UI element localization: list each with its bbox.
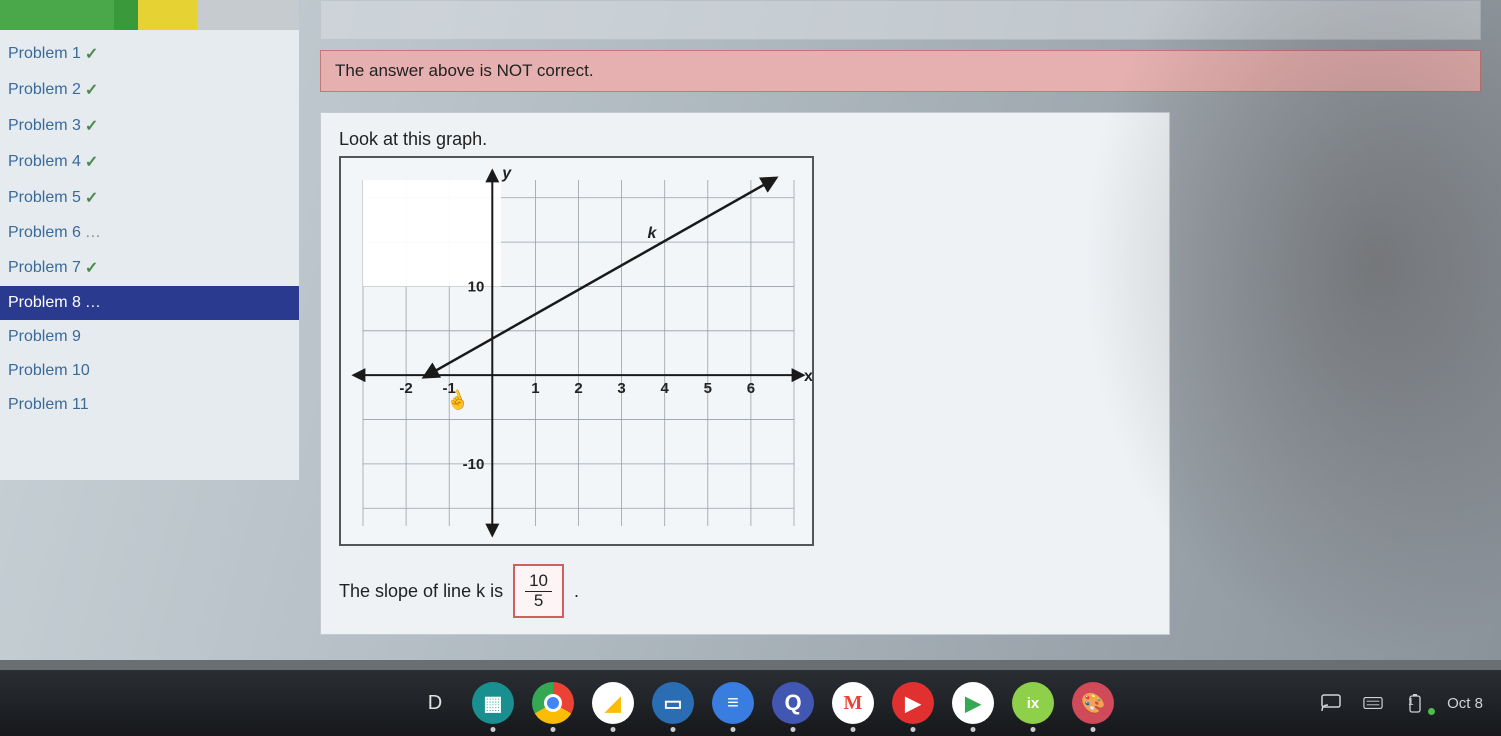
workspace: Problem 1✓Problem 2✓Problem 3✓Problem 4✓…: [0, 0, 1501, 660]
main-content: The answer above is NOT correct. Look at…: [300, 0, 1501, 660]
svg-text:2: 2: [574, 380, 582, 397]
svg-text:-2: -2: [399, 380, 412, 397]
graph: -2-1123456-1010yxk☝: [339, 156, 814, 546]
svg-text:y: y: [501, 165, 512, 182]
answer-suffix: .: [574, 581, 579, 602]
problem-label: Problem 6: [8, 224, 81, 242]
problem-label: Problem 1: [8, 45, 81, 63]
keyboard-icon[interactable]: [1363, 693, 1383, 713]
problem-prompt: Look at this graph.: [339, 129, 1151, 150]
svg-text:5: 5: [704, 380, 712, 397]
progress-bar: [0, 0, 299, 30]
launcher-letter[interactable]: D: [416, 684, 454, 722]
sidebar-item-problem-1[interactable]: Problem 1✓: [0, 36, 299, 72]
chrome-icon[interactable]: [532, 682, 574, 724]
feedback-text: The answer above is NOT correct.: [335, 61, 594, 80]
problem-label: Problem 5: [8, 189, 81, 207]
problem-label: Problem 7: [8, 259, 81, 277]
battery-badge: 1: [1408, 697, 1414, 708]
news-icon[interactable]: ▦: [472, 682, 514, 724]
paint-icon[interactable]: 🎨: [1072, 682, 1114, 724]
answer-prefix: The slope of line k is: [339, 581, 503, 602]
problem-label: Problem 3: [8, 117, 81, 135]
sidebar: Problem 1✓Problem 2✓Problem 3✓Problem 4✓…: [0, 0, 300, 480]
check-icon: ✓: [85, 116, 98, 136]
drive-icon[interactable]: ◢: [592, 682, 634, 724]
check-icon: ✓: [85, 152, 98, 172]
check-icon: ✓: [85, 188, 98, 208]
sidebar-item-problem-8[interactable]: Problem 8…: [0, 286, 299, 320]
battery-icon[interactable]: 1: [1405, 693, 1425, 713]
check-icon: ✓: [85, 80, 98, 100]
in-progress-icon: …: [85, 224, 101, 242]
feedback-banner: The answer above is NOT correct.: [320, 50, 1481, 92]
svg-text:1: 1: [531, 380, 539, 397]
youtube-icon[interactable]: ▶: [892, 682, 934, 724]
sidebar-item-problem-11[interactable]: Problem 11: [0, 388, 299, 422]
play-icon[interactable]: ▶: [952, 682, 994, 724]
svg-text:-10: -10: [463, 456, 485, 473]
sidebar-item-problem-7[interactable]: Problem 7✓: [0, 250, 299, 286]
svg-text:6: 6: [747, 380, 755, 397]
progress-segment: [0, 0, 114, 30]
sidebar-item-problem-4[interactable]: Problem 4✓: [0, 144, 299, 180]
answer-numerator: 10: [525, 572, 552, 592]
progress-segment: [138, 0, 198, 30]
sidebar-item-problem-3[interactable]: Problem 3✓: [0, 108, 299, 144]
svg-text:3: 3: [617, 380, 625, 397]
check-icon: ✓: [85, 44, 98, 64]
problem-label: Problem 2: [8, 81, 81, 99]
sidebar-item-problem-10[interactable]: Problem 10: [0, 354, 299, 388]
problem-label: Problem 10: [8, 362, 90, 380]
answer-line: The slope of line k is 10 5 .: [339, 564, 1151, 618]
svg-text:k: k: [647, 225, 657, 242]
graph-svg: -2-1123456-1010yxk☝: [341, 158, 816, 548]
problem-body: Look at this graph. -2-1123456-1010yxk☝ …: [320, 112, 1170, 635]
progress-segment: [114, 0, 138, 30]
problem-label: Problem 11: [8, 396, 89, 414]
system-tray: 1 Oct 8: [1321, 693, 1483, 713]
svg-text:4: 4: [661, 380, 670, 397]
docs-icon[interactable]: ≡: [712, 682, 754, 724]
sidebar-item-problem-5[interactable]: Problem 5✓: [0, 180, 299, 216]
cast-icon[interactable]: [1321, 693, 1341, 713]
progress-segment: [197, 0, 299, 30]
previous-answer-strip: [320, 0, 1481, 40]
quizlet-icon[interactable]: Q: [772, 682, 814, 724]
sidebar-item-problem-6[interactable]: Problem 6…: [0, 216, 299, 250]
answer-input[interactable]: 10 5: [513, 564, 564, 618]
problem-label: Problem 8: [8, 294, 81, 312]
clock-date[interactable]: Oct 8: [1447, 695, 1483, 712]
answer-denominator: 5: [530, 592, 547, 611]
sidebar-item-problem-2[interactable]: Problem 2✓: [0, 72, 299, 108]
problem-label: Problem 4: [8, 153, 81, 171]
problem-list: Problem 1✓Problem 2✓Problem 3✓Problem 4✓…: [0, 30, 299, 428]
svg-text:10: 10: [468, 278, 485, 295]
files-icon[interactable]: ▭: [652, 682, 694, 724]
taskbar: D ▦ ◢ ▭ ≡ QM ▶ ▶ ix 🎨 1 Oct 8: [0, 670, 1501, 736]
sidebar-item-problem-9[interactable]: Problem 9: [0, 320, 299, 354]
ixl-icon[interactable]: ix: [1012, 682, 1054, 724]
in-progress-icon: …: [85, 294, 101, 312]
problem-label: Problem 9: [8, 328, 81, 346]
gmail-icon[interactable]: M: [832, 682, 874, 724]
svg-text:x: x: [804, 368, 813, 385]
check-icon: ✓: [85, 258, 98, 278]
